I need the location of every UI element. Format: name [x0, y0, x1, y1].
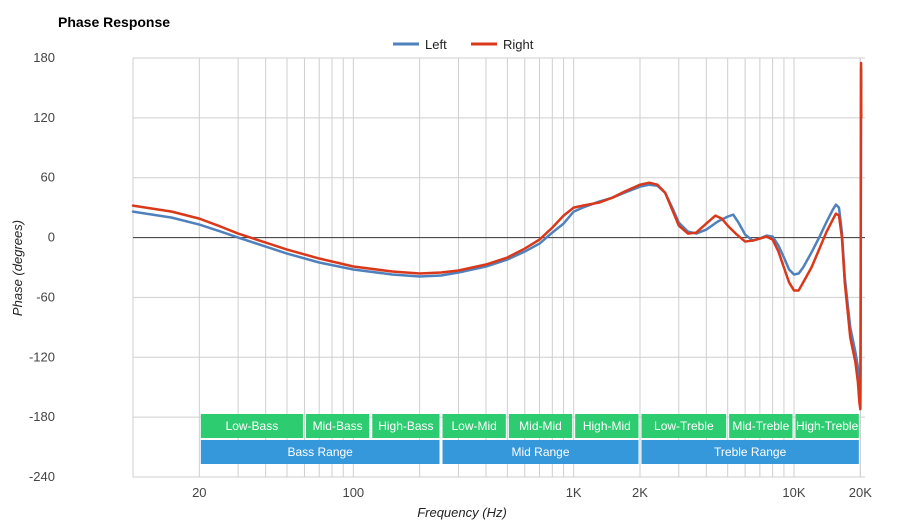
- sub-range-band-label: Mid-Treble: [732, 419, 789, 433]
- y-tick-label: -180: [29, 409, 55, 424]
- series-line-right: [131, 61, 863, 411]
- sub-range-band-label: Low-Bass: [226, 419, 279, 433]
- sub-range-band: [442, 414, 506, 438]
- sub-range-band: [641, 414, 727, 438]
- sub-range-band-label: High-Mid: [583, 419, 631, 433]
- y-tick-label: 0: [48, 230, 55, 245]
- sub-range-band: [508, 414, 573, 438]
- sub-range-band: [575, 414, 639, 438]
- range-band: [200, 440, 440, 464]
- sub-range-band: [200, 414, 303, 438]
- range-band-label: Bass Range: [287, 445, 353, 459]
- range-band-label: Treble Range: [714, 445, 787, 459]
- sub-range-band-label: Low-Mid: [451, 419, 496, 433]
- sub-range-band: [795, 414, 859, 438]
- sub-range-band: [305, 414, 370, 438]
- y-axis-label: Phase (degrees): [10, 220, 25, 316]
- x-tick-label: 10K: [782, 485, 805, 500]
- x-tick-label: 1K: [566, 485, 582, 500]
- legend-label-left[interactable]: Left: [425, 37, 447, 52]
- legend-label-right[interactable]: Right: [503, 37, 534, 52]
- range-band: [442, 440, 639, 464]
- chart-title: Phase Response: [58, 14, 170, 30]
- range-band-label: Mid Range: [511, 445, 569, 459]
- y-tick-label: -60: [36, 289, 55, 304]
- x-tick-label: 100: [342, 485, 364, 500]
- y-tick-label: -240: [29, 469, 55, 484]
- sub-range-band: [729, 414, 793, 438]
- series-lines: [131, 61, 863, 411]
- x-axis: 20 100 1K 2K 10K 20K: [192, 485, 872, 500]
- legend: Left Right: [393, 37, 534, 52]
- sub-range-band-label: High-Bass: [378, 419, 433, 433]
- y-tick-label: 180: [33, 50, 55, 65]
- sub-range-band-label: Mid-Mid: [519, 419, 562, 433]
- frequency-bands: Low-Bass Mid-Bass High-Bass Low-Mid Mid-Mid H…: [200, 414, 859, 464]
- y-tick-label: 120: [33, 110, 55, 125]
- sub-range-band: [372, 414, 440, 438]
- sub-range-band-label: High-Treble: [796, 419, 859, 433]
- x-tick-label: 20: [192, 485, 206, 500]
- sub-range-band-label: Low-Treble: [654, 419, 714, 433]
- x-axis-label: Frequency (Hz): [417, 505, 507, 520]
- range-band: [641, 440, 859, 464]
- x-tick-label: 20K: [849, 485, 872, 500]
- y-tick-label: 60: [41, 170, 55, 185]
- y-axis: 180 120 60 0 -60 -120 -180 -240: [29, 50, 55, 484]
- sub-range-band-label: Mid-Bass: [313, 419, 363, 433]
- y-tick-label: -120: [29, 349, 55, 364]
- x-tick-label: 2K: [632, 485, 648, 500]
